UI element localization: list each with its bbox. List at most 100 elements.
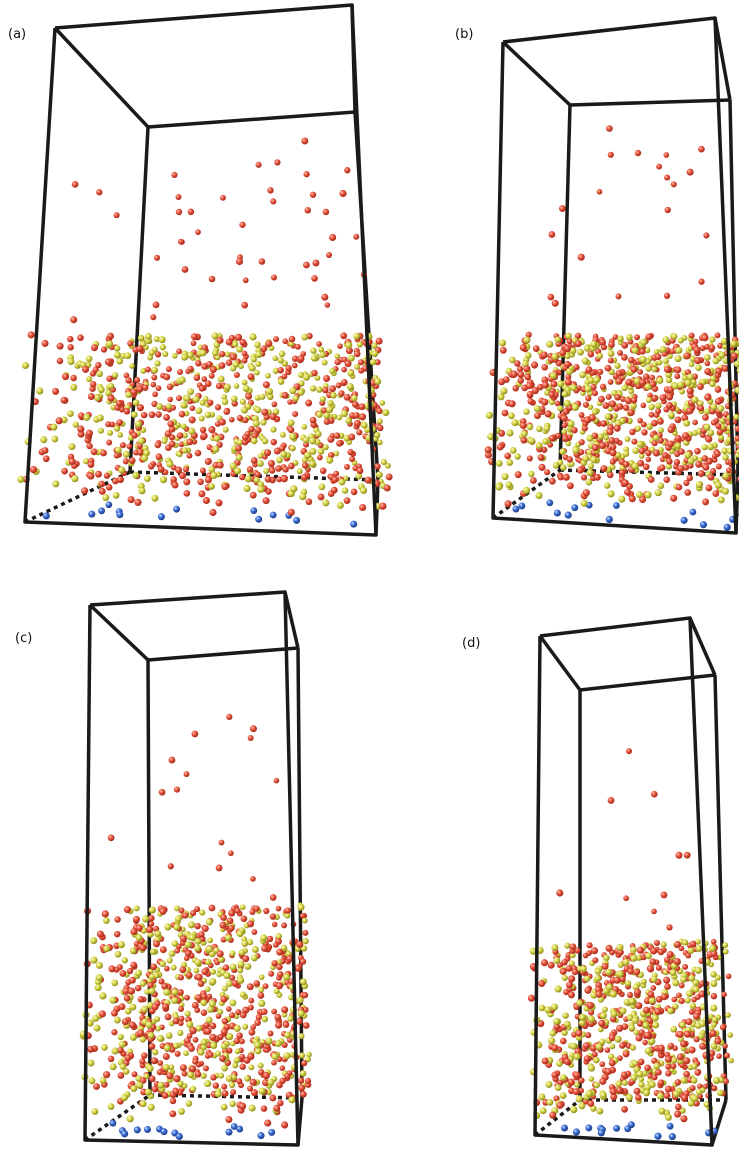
atom: [87, 473, 94, 480]
atom: [226, 1129, 233, 1136]
atom: [235, 334, 242, 341]
atom: [88, 461, 95, 468]
atom: [243, 385, 250, 392]
atom: [552, 300, 559, 307]
atom: [655, 1069, 662, 1076]
atom: [71, 475, 78, 482]
atom: [230, 354, 237, 361]
atom: [686, 990, 693, 997]
atom: [613, 1125, 620, 1132]
atom: [616, 1025, 623, 1032]
atom: [584, 345, 591, 352]
atom: [568, 1079, 575, 1086]
atom: [696, 945, 703, 952]
atom: [652, 1014, 659, 1021]
atom: [649, 412, 655, 418]
atom: [592, 390, 598, 396]
atom: [289, 445, 295, 451]
atom: [554, 509, 561, 516]
atom: [250, 1079, 257, 1086]
atom: [118, 941, 125, 948]
atom: [270, 512, 277, 519]
atom: [114, 425, 120, 431]
atom: [510, 447, 517, 454]
atom: [549, 1030, 556, 1037]
atom: [683, 1071, 690, 1078]
atom: [639, 448, 646, 455]
atom: [164, 966, 170, 972]
atom: [622, 479, 629, 486]
atom: [549, 231, 556, 238]
atom: [710, 403, 717, 410]
atom: [542, 438, 548, 444]
atom: [112, 980, 119, 987]
atom: [135, 985, 141, 991]
atom: [284, 1032, 291, 1039]
atom: [52, 480, 59, 487]
atom: [599, 1078, 606, 1085]
atom: [195, 229, 201, 235]
atom: [583, 489, 590, 496]
atom: [606, 428, 613, 435]
atom: [630, 955, 637, 962]
atom: [236, 346, 243, 353]
atom: [134, 377, 140, 383]
atom: [166, 461, 173, 468]
atom: [251, 929, 257, 935]
atom: [605, 945, 612, 952]
atom: [217, 1009, 223, 1015]
atom: [704, 354, 711, 361]
atom: [694, 357, 701, 364]
atom: [219, 351, 225, 357]
atom: [306, 498, 313, 505]
atom: [167, 957, 173, 963]
atom: [262, 438, 268, 444]
atom: [576, 1000, 583, 1007]
atom: [560, 464, 567, 471]
atom: [618, 496, 625, 503]
atom: [629, 429, 635, 435]
atom: [310, 385, 316, 391]
atom: [247, 983, 254, 990]
atom: [585, 385, 592, 392]
atom: [629, 495, 636, 502]
atom: [217, 337, 224, 344]
atom: [220, 914, 227, 921]
atom: [319, 352, 326, 359]
atom: [210, 472, 217, 479]
atom: [178, 239, 184, 245]
atom: [124, 995, 131, 1002]
atom: [295, 344, 301, 350]
atom: [254, 370, 260, 376]
atom: [353, 234, 359, 240]
atom: [67, 344, 74, 351]
atom: [202, 925, 209, 932]
atom: [198, 490, 205, 497]
atom: [138, 487, 145, 494]
atom: [137, 345, 144, 352]
atom: [657, 1093, 664, 1100]
atom: [257, 1132, 264, 1139]
atom: [310, 417, 317, 424]
atom: [203, 1065, 209, 1071]
atom: [160, 961, 167, 968]
atom: [649, 958, 656, 965]
atom: [502, 410, 509, 417]
atom: [302, 992, 308, 998]
atom: [139, 1058, 145, 1064]
atom: [274, 1014, 281, 1021]
atom: [613, 502, 620, 509]
atom: [645, 333, 652, 340]
atom: [297, 904, 304, 911]
atom: [17, 476, 24, 483]
atom: [329, 385, 336, 392]
atom: [553, 1018, 560, 1025]
atom: [189, 416, 196, 423]
atom: [357, 467, 364, 474]
atom: [87, 1046, 94, 1053]
atom: [141, 1052, 148, 1059]
atom: [155, 411, 161, 417]
atom: [155, 351, 161, 357]
atom: [219, 362, 226, 369]
atom: [114, 212, 120, 218]
